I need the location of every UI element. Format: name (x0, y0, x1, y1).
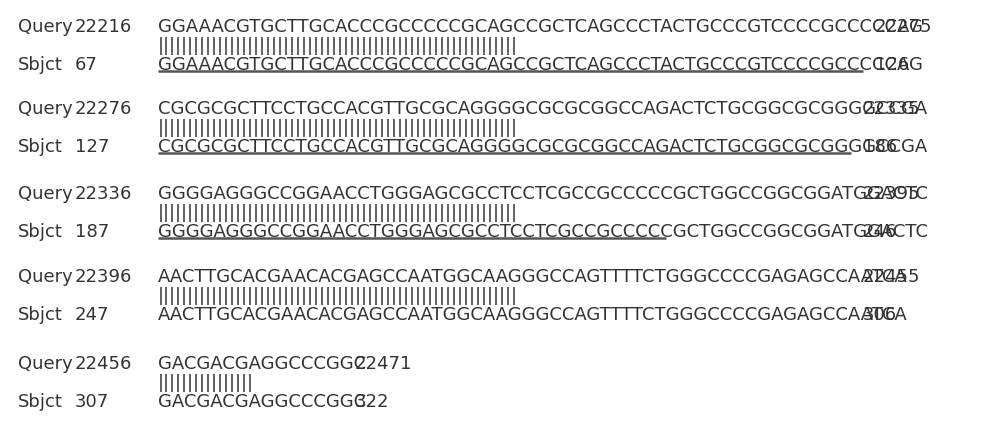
Text: 126: 126 (875, 56, 909, 74)
Text: ||||||||||||||||||||||||||||||||||||||||||||||||||||||||||||: ||||||||||||||||||||||||||||||||||||||||… (158, 37, 518, 55)
Text: 22456: 22456 (75, 355, 132, 373)
Text: GGAAACGTGCTTGCACCCGCCCCCGCAGCCGCTCAGCCCTACTGCCCGTCCCCGCCCCCAG: GGAAACGTGCTTGCACCCGCCCCCGCAGCCGCTCAGCCCT… (158, 56, 923, 74)
Text: 247: 247 (75, 306, 110, 324)
Text: AACTTGCACGAACACGAGCCAATGGCAAGGGCCAGTTTTCTGGGCCCCGAGAGCCAATCA: AACTTGCACGAACACGAGCCAATGGCAAGGGCCAGTTTTC… (158, 306, 908, 324)
Text: 22455: 22455 (863, 268, 920, 286)
Text: GGGGAGGGCCGGAACCTGGGAGCGCCTCCTCGCCGCCCCCGCTGGCCGGCGGATGGACTC: GGGGAGGGCCGGAACCTGGGAGCGCCTCCTCGCCGCCCCC… (158, 185, 928, 203)
Text: 22275: 22275 (875, 18, 932, 36)
Text: ||||||||||||||||||||||||||||||||||||||||||||||||||||||||||||: ||||||||||||||||||||||||||||||||||||||||… (158, 119, 518, 137)
Text: 67: 67 (75, 56, 98, 74)
Text: 22336: 22336 (75, 185, 132, 203)
Text: Query: Query (18, 100, 73, 118)
Text: 246: 246 (863, 223, 897, 241)
Text: GACGACGAGGCCCGGC: GACGACGAGGCCCGGC (158, 393, 366, 411)
Text: 322: 322 (355, 393, 389, 411)
Text: 307: 307 (75, 393, 109, 411)
Text: 22395: 22395 (863, 185, 920, 203)
Text: 186: 186 (863, 138, 897, 156)
Text: CGCGCGCTTCCTGCCACGTTGCGCAGGGGCGCGCGGCCAGACTCTGCGGCGCGGGGCCGA: CGCGCGCTTCCTGCCACGTTGCGCAGGGGCGCGCGGCCAG… (158, 138, 927, 156)
Text: 22396: 22396 (75, 268, 132, 286)
Text: Query: Query (18, 268, 73, 286)
Text: Query: Query (18, 355, 73, 373)
Text: 127: 127 (75, 138, 109, 156)
Text: Sbjct: Sbjct (18, 138, 63, 156)
Text: 187: 187 (75, 223, 109, 241)
Text: ||||||||||||||||||||||||||||||||||||||||||||||||||||||||||||: ||||||||||||||||||||||||||||||||||||||||… (158, 204, 518, 222)
Text: 306: 306 (863, 306, 897, 324)
Text: ||||||||||||||||||||||||||||||||||||||||||||||||||||||||||||: ||||||||||||||||||||||||||||||||||||||||… (158, 287, 518, 305)
Text: Sbjct: Sbjct (18, 393, 63, 411)
Text: GGAAACGTGCTTGCACCCGCCCCCGCAGCCGCTCAGCCCTACTGCCCGTCCCCGCCCCCAG: GGAAACGTGCTTGCACCCGCCCCCGCAGCCGCTCAGCCCT… (158, 18, 923, 36)
Text: Sbjct: Sbjct (18, 306, 63, 324)
Text: 22471: 22471 (355, 355, 412, 373)
Text: 22216: 22216 (75, 18, 132, 36)
Text: Sbjct: Sbjct (18, 56, 63, 74)
Text: ||||||||||||||||: |||||||||||||||| (158, 374, 254, 392)
Text: Query: Query (18, 18, 73, 36)
Text: AACTTGCACGAACACGAGCCAATGGCAAGGGCCAGTTTTCTGGGCCCCGAGAGCCAATCA: AACTTGCACGAACACGAGCCAATGGCAAGGGCCAGTTTTC… (158, 268, 908, 286)
Text: Query: Query (18, 185, 73, 203)
Text: GACGACGAGGCCCGGC: GACGACGAGGCCCGGC (158, 355, 366, 373)
Text: Sbjct: Sbjct (18, 223, 63, 241)
Text: CGCGCGCTTCCTGCCACGTTGCGCAGGGGCGCGCGGCCAGACTCTGCGGCGCGGGGCCGA: CGCGCGCTTCCTGCCACGTTGCGCAGGGGCGCGCGGCCAG… (158, 100, 927, 118)
Text: 22276: 22276 (75, 100, 132, 118)
Text: GGGGAGGGCCGGAACCTGGGAGCGCCTCCTCGCCGCCCCCGCTGGCCGGCGGATGGACTC: GGGGAGGGCCGGAACCTGGGAGCGCCTCCTCGCCGCCCCC… (158, 223, 928, 241)
Text: 22335: 22335 (863, 100, 920, 118)
